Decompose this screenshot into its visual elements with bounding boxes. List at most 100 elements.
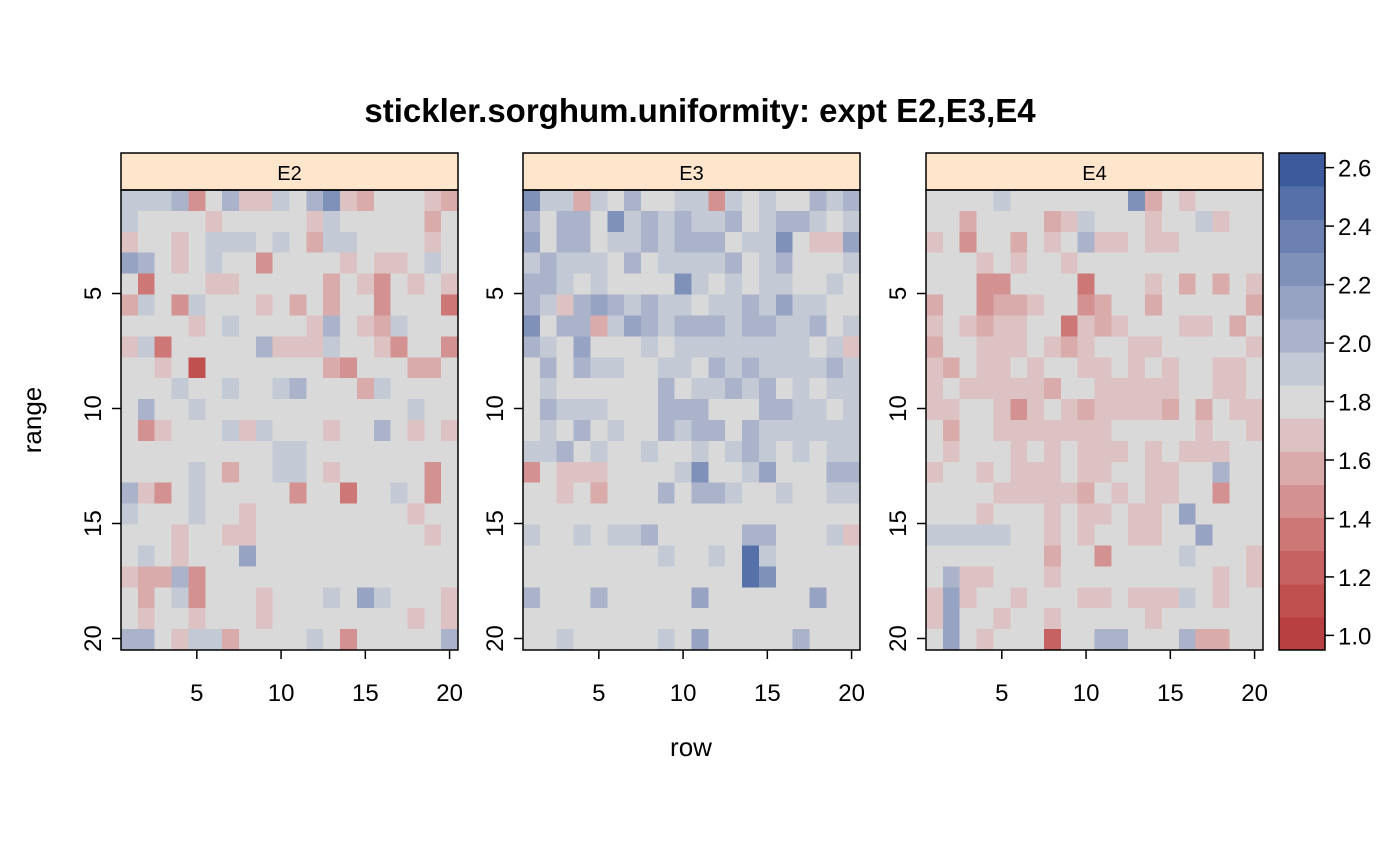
heatmap-cell (1145, 190, 1163, 212)
heatmap-cell (942, 252, 961, 275)
color-key-tick-label: 2.0 (1338, 331, 1371, 358)
heatmap-cell (926, 587, 944, 609)
heatmap-cell (171, 503, 189, 526)
heatmap-cell (171, 566, 189, 588)
heatmap-cell (573, 252, 591, 275)
heatmap-cell (441, 524, 459, 547)
heatmap-cell (441, 440, 459, 463)
heatmap-cell (993, 190, 1011, 212)
heatmap-cell (1212, 461, 1230, 484)
heatmap-cell (1195, 629, 1214, 651)
heatmap-cell (154, 608, 173, 630)
heatmap-cell (154, 566, 173, 588)
heatmap-cell (708, 420, 726, 442)
heatmap-cell (742, 336, 760, 358)
heatmap-cell (1128, 252, 1146, 275)
heatmap-cell (1043, 420, 1062, 442)
heatmap-cell (340, 566, 358, 588)
heatmap-cell (1128, 566, 1146, 588)
heatmap-cell (1161, 440, 1180, 463)
heatmap-cell (1212, 524, 1230, 547)
heatmap-cell (1246, 524, 1264, 547)
heatmap-cell (137, 587, 156, 609)
heatmap-cell (657, 608, 676, 630)
heatmap-cell (356, 420, 375, 442)
heatmap-cell (607, 210, 625, 233)
heatmap-cell (154, 503, 173, 526)
heatmap-cell (1094, 190, 1112, 212)
heatmap-cell (1094, 336, 1112, 358)
heatmap-cell (607, 399, 625, 421)
heatmap-cell (137, 294, 156, 317)
heatmap-cell (758, 399, 777, 421)
heatmap-cell (255, 210, 274, 233)
heatmap-cell (843, 190, 861, 212)
panel-frame (925, 189, 1264, 651)
heatmap-cell (1195, 315, 1214, 337)
heatmap-cell (1111, 231, 1129, 254)
heatmap-cell (691, 294, 709, 317)
heatmap-cell (222, 503, 240, 526)
heatmap-cell (1060, 420, 1079, 442)
heatmap-cell (373, 315, 392, 337)
heatmap-cell (942, 420, 961, 442)
heatmap-cell (272, 503, 291, 526)
heatmap-cell (1094, 482, 1112, 505)
heatmap-cell (121, 608, 139, 630)
heatmap-cell (1060, 190, 1079, 212)
heatmap-cells (926, 190, 1264, 651)
heatmap-cell (171, 252, 189, 275)
heatmap-cell (926, 608, 944, 630)
heatmap-cell (523, 629, 541, 651)
heatmap-cell (758, 524, 777, 547)
heatmap-cell (539, 190, 558, 212)
heatmap-cell (205, 629, 223, 651)
heatmap-cell (1178, 545, 1197, 567)
heatmap-cell (205, 440, 223, 463)
heatmap-cell (1027, 587, 1045, 609)
heatmap-cell (1229, 399, 1247, 421)
heatmap-cell (523, 503, 541, 526)
heatmap-cell (1178, 378, 1197, 400)
heatmap-cell (188, 503, 206, 526)
heatmap-cell (1060, 252, 1079, 275)
heatmap-cell (356, 378, 375, 400)
heatmap-cell (809, 399, 827, 421)
heatmap-cell (205, 378, 223, 400)
y-tick-label: 15 (885, 510, 912, 537)
heatmap-cell (1212, 273, 1230, 296)
heatmap-cell (1111, 420, 1129, 442)
heatmap-cell (1027, 210, 1045, 233)
heatmap-cell (137, 273, 156, 296)
heatmap-cell (1060, 336, 1079, 358)
heatmap-cell (323, 336, 341, 358)
heatmap-cell (1212, 315, 1230, 337)
heatmap-cell (289, 440, 307, 463)
heatmap-cell (725, 482, 743, 505)
heatmap-cell (942, 399, 961, 421)
heatmap-cell (407, 357, 425, 379)
heatmap-cell (390, 357, 409, 379)
heatmap-cell (1178, 273, 1197, 296)
heatmap-cell (792, 378, 811, 400)
y-tick-label: 20 (482, 625, 509, 652)
heatmap-cell (222, 399, 240, 421)
heatmap-cell (1111, 524, 1129, 547)
heatmap-cell (1077, 190, 1096, 212)
heatmap-cell (441, 545, 459, 567)
heatmap-cell (826, 190, 844, 212)
heatmap-cell (809, 378, 827, 400)
heatmap-cell (121, 461, 139, 484)
heatmap-cell (993, 294, 1011, 317)
heatmap-cell (792, 482, 811, 505)
color-key-bin (1279, 351, 1325, 386)
heatmap-cell (758, 210, 777, 233)
heatmap-cell (959, 190, 978, 212)
heatmap-cell (758, 378, 777, 400)
heatmap-cell (1128, 440, 1146, 463)
heatmap-cell (441, 210, 459, 233)
heatmap-cell (272, 252, 291, 275)
heatmap-cell (154, 545, 173, 567)
heatmap-cell (1229, 357, 1247, 379)
heatmap-cell (272, 315, 291, 337)
